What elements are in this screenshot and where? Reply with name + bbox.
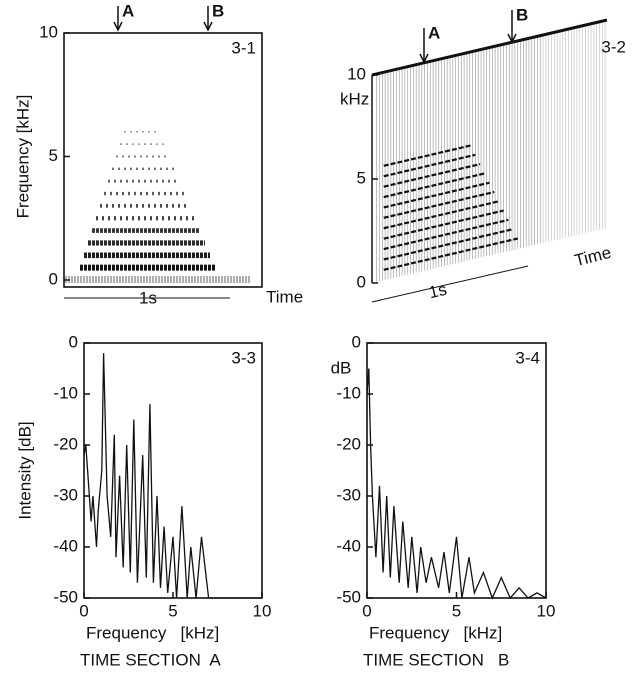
y-tick-label: 0 [352, 332, 361, 351]
scale-bar-label: 1s [427, 280, 449, 303]
chart-title: 3-2 [601, 37, 626, 56]
y-axis-label: kHz [340, 89, 369, 108]
annotation: B [212, 1, 224, 20]
y-tick-label: 10 [347, 64, 366, 83]
y-tick-label: -20 [336, 434, 361, 453]
y-tick-label: -40 [53, 536, 78, 555]
top-edge [371, 18, 608, 77]
arrow-head [113, 21, 123, 32]
arrow-head [419, 53, 429, 64]
y-tick-label: 5 [49, 146, 58, 165]
plot-frame [63, 32, 263, 288]
harmonic [383, 237, 518, 271]
x-axis-label: Frequency [kHz] [369, 623, 502, 642]
x-tick-label: 0 [362, 601, 371, 620]
annotation: B [516, 5, 528, 24]
y-tick-label: 0 [357, 272, 366, 291]
chart-title: 3-3 [231, 348, 256, 367]
harmonic [383, 228, 514, 261]
arrow-head [507, 33, 517, 44]
scale-bar-label: 1s [139, 288, 157, 307]
plot-frame [83, 342, 263, 599]
harmonic [383, 190, 495, 219]
x-tick-label: 10 [537, 601, 556, 620]
arrow-head [203, 21, 213, 32]
annotation: A [122, 1, 134, 20]
spectrum-line [83, 353, 262, 599]
harmonic [383, 163, 481, 188]
x-axis-label: Time [266, 287, 303, 306]
harmonic [383, 200, 500, 230]
harmonic [383, 209, 504, 240]
x-tick-label: 0 [79, 601, 88, 620]
y-tick-label: 0 [69, 332, 78, 351]
y-axis-label: dB [331, 358, 352, 377]
x-axis-label: Time [572, 243, 613, 270]
spectrum-line [366, 368, 547, 600]
x-tick-label: 5 [452, 601, 461, 620]
y-tick-label: -10 [53, 383, 78, 402]
y-tick-label: -50 [53, 587, 78, 606]
y-tick-label: -50 [336, 587, 361, 606]
x-tick-label: 10 [253, 601, 272, 620]
harmonic [383, 172, 486, 199]
scale-bar [371, 265, 529, 303]
harmonic [383, 181, 490, 209]
chart-title: 3-1 [231, 38, 256, 57]
y-tick-label: -20 [53, 434, 78, 453]
y-tick-label: -30 [336, 485, 361, 504]
chart-title: 3-4 [515, 348, 540, 367]
x-axis-label: Frequency [kHz] [86, 623, 219, 642]
harmonic [383, 153, 476, 178]
plot-frame [366, 342, 547, 599]
y-tick-label: -30 [53, 485, 78, 504]
caption: TIME SECTION B [363, 650, 509, 669]
harmonic [383, 144, 471, 167]
x-tick-label: 5 [168, 601, 177, 620]
y-tick-label: 5 [357, 168, 366, 187]
y-tick-label: -10 [336, 383, 361, 402]
harmonic [383, 218, 509, 251]
y-tick-label: -40 [336, 536, 361, 555]
caption: TIME SECTION A [80, 650, 221, 669]
y-tick-label: 0 [49, 269, 58, 288]
y-axis-label: Frequency [kHz] [13, 95, 32, 219]
y-axis-label: Intensity [dB] [15, 421, 34, 519]
annotation: A [428, 23, 440, 42]
y-tick-label: 10 [39, 22, 58, 41]
